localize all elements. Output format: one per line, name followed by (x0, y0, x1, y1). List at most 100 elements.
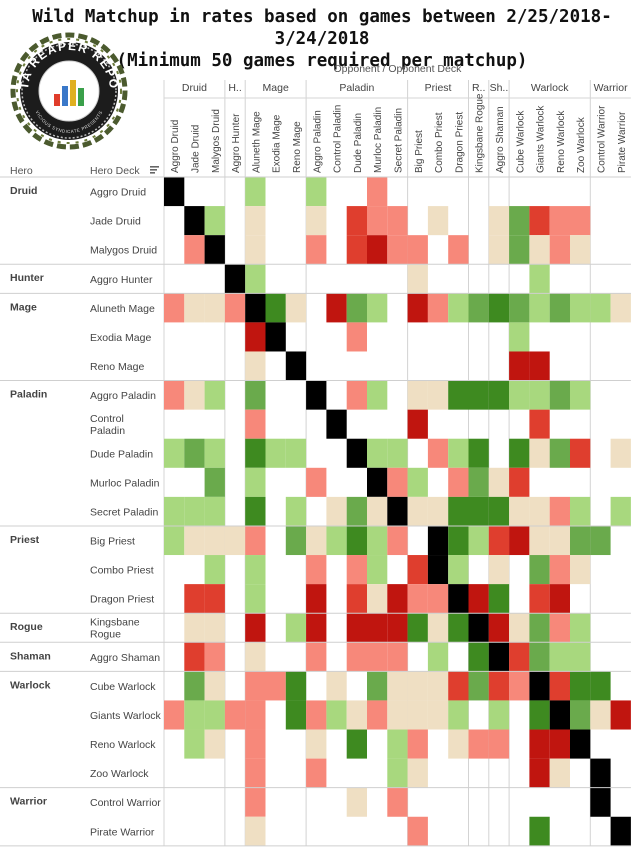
cell-salmon (509, 671, 530, 701)
cell-mirror (468, 613, 489, 643)
row-deck-label: Aggro Shaman (90, 652, 160, 664)
cell-beige (427, 671, 449, 701)
cell-salmon (549, 613, 570, 643)
cell-dark-red (407, 293, 428, 323)
cell-salmon (488, 729, 510, 759)
cell-red (529, 409, 550, 439)
cell-beige (407, 671, 428, 701)
row-deck-label: Dragon Priest (90, 594, 154, 606)
column-deck-label: Combo Priest (434, 112, 445, 173)
cell-light-green (590, 293, 611, 323)
cell-light-green (570, 293, 591, 323)
cell-mirror (427, 525, 449, 556)
column-deck-label: Aggro Shaman (495, 106, 506, 173)
cell-beige (427, 700, 449, 730)
cell-dark-green (265, 293, 286, 323)
cell-light-green (570, 613, 591, 643)
column-deck-label: Secret Paladin (393, 108, 404, 173)
cell-dark-green (346, 729, 367, 759)
cell-mirror (448, 584, 469, 614)
cell-green (285, 525, 307, 556)
row-deck-label: Dude Paladin (90, 448, 153, 460)
cell-dark-green (570, 671, 591, 701)
cell-salmon (367, 206, 388, 236)
cell-red (509, 467, 530, 497)
row-deck-label: Control Warrior (90, 797, 161, 809)
cell-dark-green (468, 496, 489, 526)
column-group-label: Priest (425, 82, 452, 94)
cell-beige (529, 496, 550, 526)
cell-light-green (570, 380, 591, 410)
cell-green (549, 293, 570, 323)
cell-mirror (549, 700, 570, 730)
cell-beige (570, 555, 591, 585)
cell-salmon (265, 671, 286, 701)
cell-mirror (224, 264, 246, 294)
cell-light-green (306, 177, 327, 207)
cell-beige (570, 235, 591, 265)
cell-beige (204, 293, 225, 323)
cell-beige (610, 293, 631, 323)
cell-beige (184, 380, 205, 410)
cell-light-green (184, 496, 205, 526)
cell-dark-red (509, 525, 530, 556)
cell-dark-red (346, 613, 367, 643)
cell-light-green (448, 555, 469, 585)
chart-title: Wild Matchup in rates based on games bet… (0, 6, 644, 72)
cell-dark-red (367, 235, 388, 265)
row-deck-label: Paladin (90, 425, 125, 437)
cell-salmon (448, 467, 469, 497)
row-deck-label: Kingsbane (90, 617, 140, 629)
cell-mirror (184, 206, 205, 236)
cell-green (367, 671, 388, 701)
cell-dark-green (529, 700, 550, 730)
cell-red (549, 671, 570, 701)
cell-dark-red (549, 729, 570, 759)
cell-salmon (367, 700, 388, 730)
cell-red (204, 584, 225, 614)
cell-light-green (529, 264, 550, 294)
cell-salmon (346, 642, 367, 672)
sort-icon[interactable] (150, 166, 159, 174)
cell-dark-red (306, 584, 327, 614)
cell-light-green (164, 525, 185, 556)
cell-dark-red (387, 613, 408, 643)
cell-mirror (590, 758, 611, 788)
cell-beige (427, 206, 449, 236)
row-deck-label: Secret Paladin (90, 506, 158, 518)
column-group-label: H.. (228, 82, 241, 94)
cell-mirror (346, 438, 367, 468)
cell-salmon (224, 700, 246, 730)
cell-light-green (387, 438, 408, 468)
cell-dark-green (468, 642, 489, 672)
cell-dark-red (306, 613, 327, 643)
cell-light-green (488, 700, 510, 730)
cell-light-green (387, 758, 408, 788)
cell-light-green (367, 438, 388, 468)
cell-red (570, 438, 591, 468)
column-group-label: Sh.. (490, 82, 509, 94)
column-deck-label: Aggro Paladin (312, 110, 323, 173)
cell-mirror (488, 642, 510, 672)
cell-salmon (245, 671, 266, 701)
cell-light-green (285, 438, 307, 468)
cell-salmon (427, 438, 449, 468)
column-deck-label: Exodia Mage (272, 114, 283, 173)
column-deck-label: Control Warrior (596, 105, 607, 173)
row-deck-label: Control (90, 413, 124, 425)
cell-green (529, 613, 550, 643)
bar-chart-icon (54, 80, 84, 106)
cell-red (529, 206, 550, 236)
cell-beige (448, 729, 469, 759)
cell-mirror (164, 177, 185, 207)
row-group-label: Warrior (10, 796, 47, 808)
cell-salmon (306, 467, 327, 497)
cell-dark-red (509, 351, 530, 381)
row-deck-label: Zoo Warlock (90, 768, 149, 780)
cell-salmon (407, 729, 428, 759)
cell-light-green (407, 467, 428, 497)
cell-beige (306, 206, 327, 236)
cell-dark-green (285, 700, 307, 730)
cell-light-green (164, 496, 185, 526)
cell-dark-red (245, 613, 266, 643)
